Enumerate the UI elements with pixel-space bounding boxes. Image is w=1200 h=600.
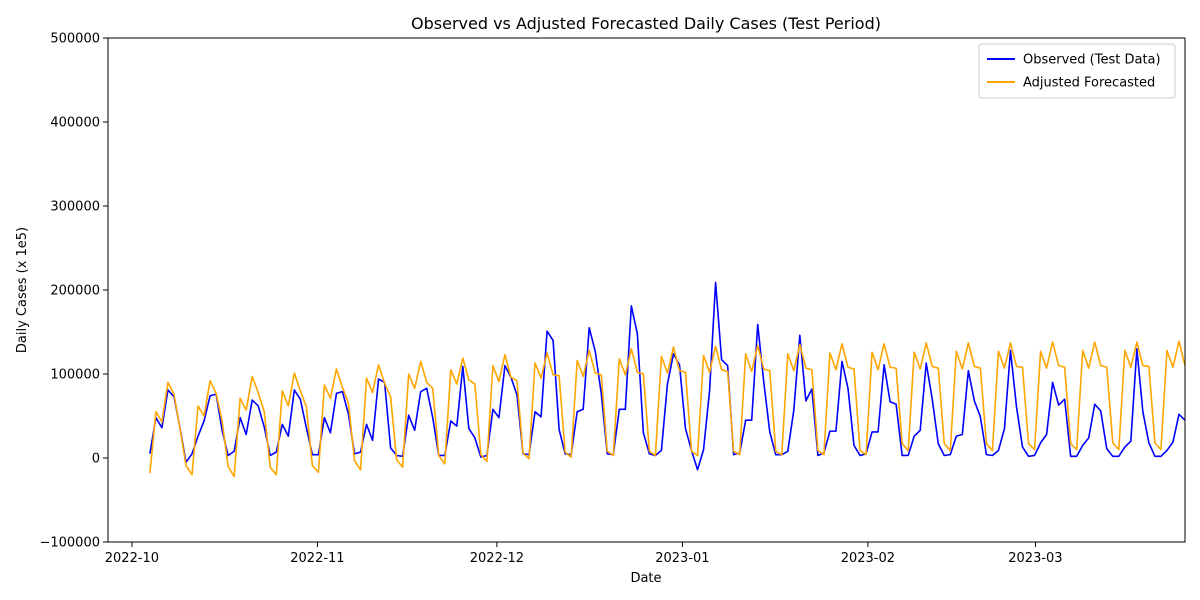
y-tick-label: 200000: [50, 284, 100, 299]
legend-label: Observed (Test Data): [1023, 53, 1161, 68]
y-tick-label: 500000: [50, 32, 100, 47]
y-axis-label: Daily Cases (x 1e5): [15, 227, 30, 353]
series-line-observed: [149, 281, 1186, 471]
x-axis-label: Date: [630, 571, 661, 586]
x-tick-label: 2022-11: [290, 551, 344, 566]
y-tick-label: −100000: [39, 536, 100, 551]
x-axis: 2022-10 2022-11 2022-12 2023-01 2023-02 2023-…: [105, 542, 1063, 566]
x-tick-label: 2022-10: [105, 551, 159, 566]
x-tick-label: 2023-02: [841, 551, 895, 566]
legend-label: Adjusted Forecasted: [1023, 76, 1155, 91]
x-tick-label: 2023-03: [1008, 551, 1062, 566]
chart-title: Observed vs Adjusted Forecasted Daily Ca…: [411, 14, 881, 33]
y-axis: −100000 0 100000 200000 300000 400000 500000: [39, 32, 108, 551]
x-tick-label: 2023-01: [655, 551, 709, 566]
y-tick-label: 400000: [50, 116, 100, 131]
x-tick-label: 2022-12: [470, 551, 524, 566]
y-tick-label: 300000: [50, 200, 100, 215]
y-tick-label: 0: [92, 452, 100, 467]
legend-box: [978, 43, 1176, 99]
y-tick-label: 100000: [50, 368, 100, 383]
plot-area: [149, 281, 1186, 478]
series-line-forecast: [149, 340, 1186, 478]
legend: Observed (Test Data) Adjusted Forecasted: [978, 43, 1176, 99]
